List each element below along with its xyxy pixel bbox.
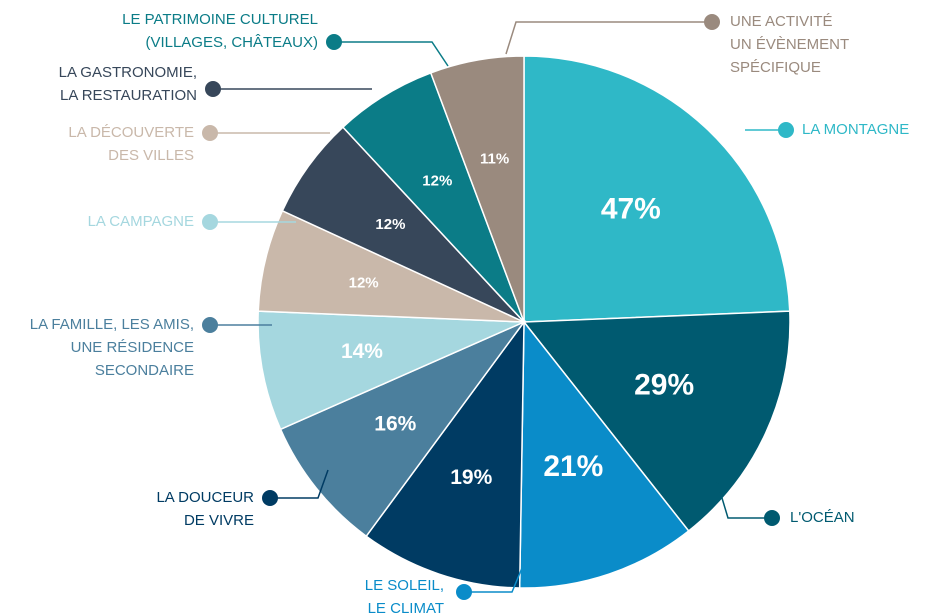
- value-label: 11%: [480, 151, 509, 168]
- pie-slice: [522, 310, 791, 532]
- category-label: UNE ACTIVITÉ: [730, 13, 833, 30]
- category-label: LA DÉCOUVERTE: [68, 124, 194, 141]
- value-label: 47%: [601, 193, 661, 226]
- leader-dot: [764, 510, 780, 526]
- leader-line: [505, 21, 712, 55]
- category-label: LE PATRIMOINE CULTUREL: [122, 11, 318, 28]
- leader-dot: [262, 490, 278, 506]
- value-label: 19%: [450, 466, 492, 489]
- category-label: SPÉCIFIQUE: [730, 59, 821, 76]
- leader-dot: [205, 81, 221, 97]
- category-label: UN ÉVÈNEMENT: [730, 36, 849, 53]
- pie-slice: [365, 319, 525, 589]
- value-label: 16%: [374, 413, 416, 436]
- category-label: LE SOLEIL,: [365, 577, 444, 594]
- category-label: DE VIVRE: [184, 512, 254, 529]
- leader-line: [334, 41, 449, 67]
- value-label: 14%: [341, 340, 383, 363]
- leader-dot: [202, 125, 218, 141]
- pie-slice: [523, 55, 791, 323]
- leader-line: [715, 477, 772, 519]
- category-label: SECONDAIRE: [95, 362, 194, 379]
- category-label: LA RESTAURATION: [60, 87, 197, 104]
- category-label: LA GASTRONOMIE,: [59, 64, 197, 81]
- leader-dot: [778, 122, 794, 138]
- pie-slice: [429, 55, 525, 323]
- category-label: LE CLIMAT: [368, 600, 444, 614]
- leader-line: [464, 567, 523, 593]
- category-label: (VILLAGES, CHÂTEAUX): [145, 34, 318, 51]
- category-label: UNE RÉSIDENCE: [71, 339, 194, 356]
- category-label: LA FAMILLE, LES AMIS,: [30, 316, 194, 333]
- category-label: L'OCÉAN: [790, 509, 855, 526]
- category-label: LA CAMPAGNE: [88, 213, 194, 230]
- pie-slice: [279, 320, 527, 538]
- category-label: DES VILLES: [108, 147, 194, 164]
- leader-line: [270, 469, 329, 499]
- value-label: 12%: [349, 274, 379, 291]
- category-label: LA DOUCEUR: [156, 489, 254, 506]
- value-label: 12%: [422, 173, 452, 190]
- leader-dot: [704, 14, 720, 30]
- leader-dot: [326, 34, 342, 50]
- leader-dot: [456, 584, 472, 600]
- pie-slice: [518, 319, 690, 589]
- value-label: 12%: [375, 216, 405, 233]
- value-label: 21%: [543, 450, 603, 483]
- leader-dot: [202, 317, 218, 333]
- pie-slice: [257, 310, 525, 431]
- leader-dot: [202, 214, 218, 230]
- category-label: LA MONTAGNE: [802, 121, 909, 138]
- value-label: 29%: [634, 368, 694, 401]
